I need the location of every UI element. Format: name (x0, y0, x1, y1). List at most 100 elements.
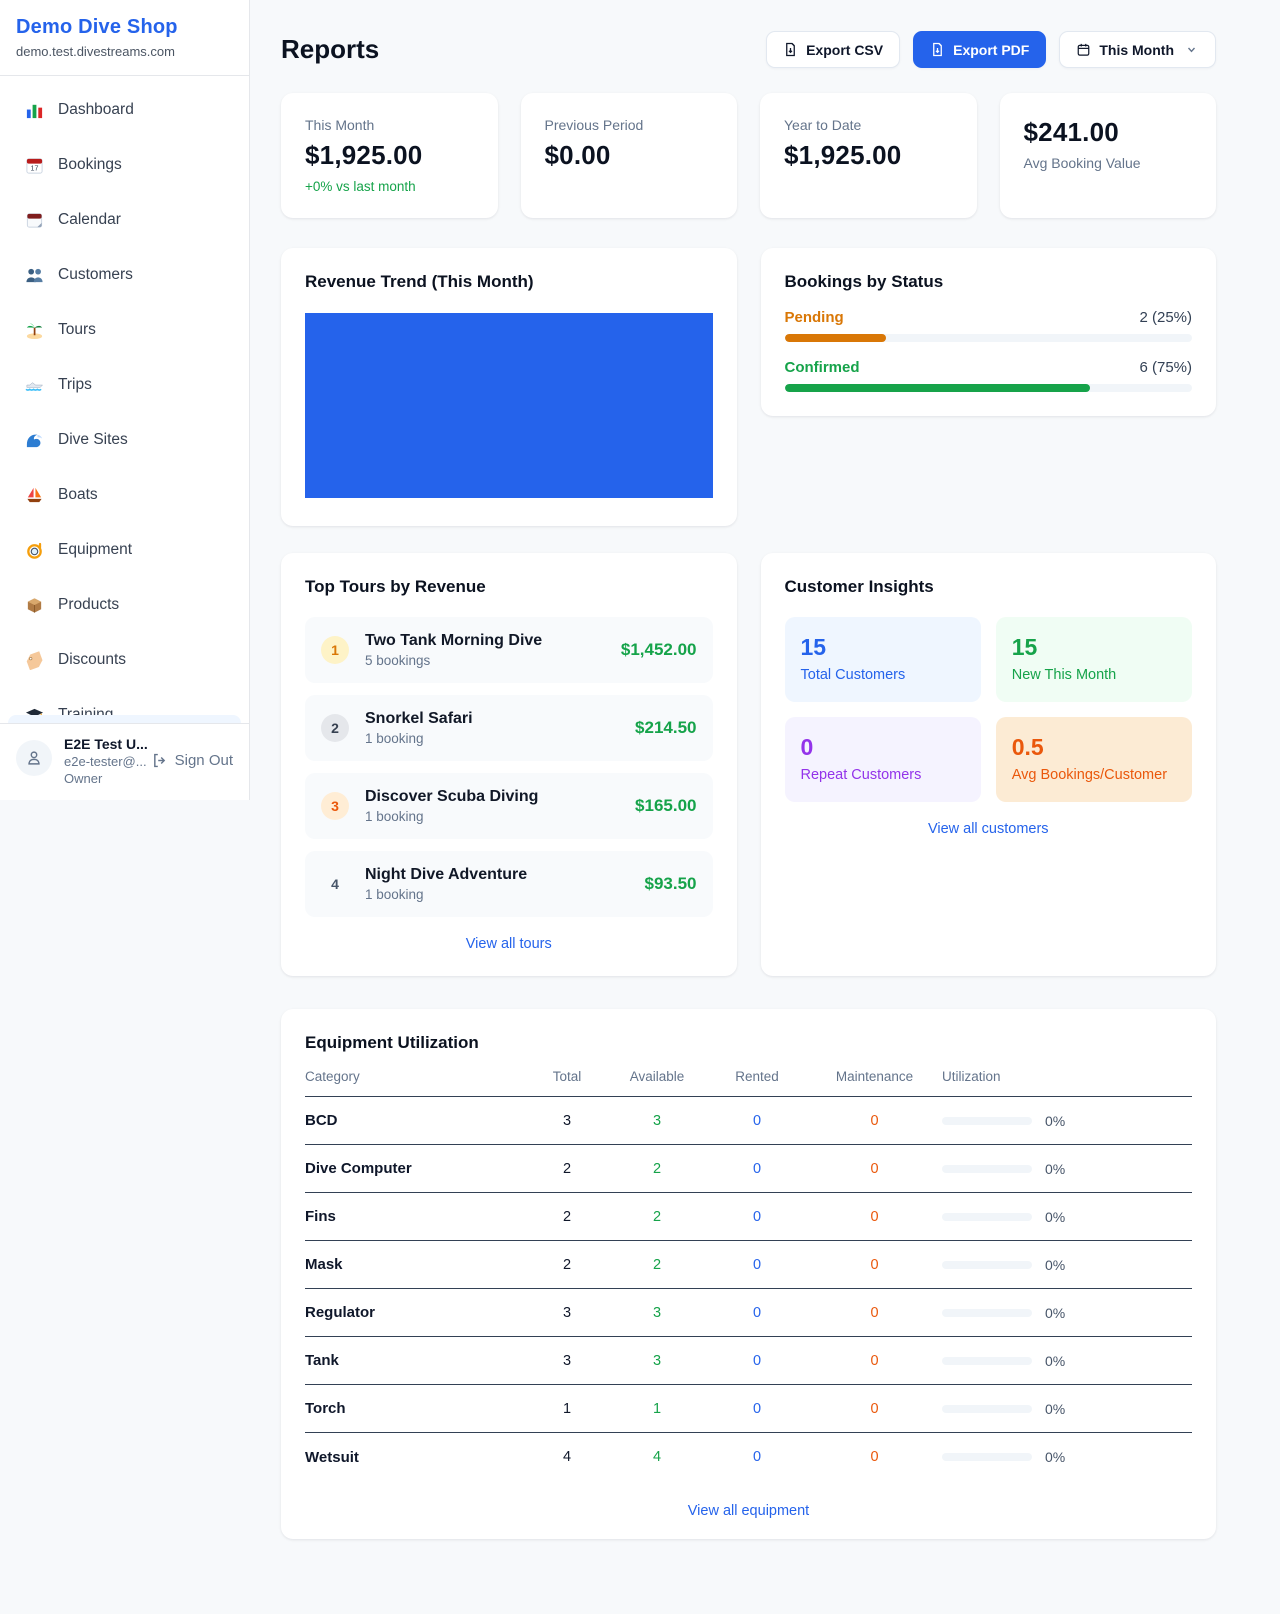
sidebar-item-calendar[interactable]: Calendar (8, 200, 241, 240)
stat-cards: This Month $1,925.00 +0% vs last month P… (281, 93, 1216, 218)
stat-value: $1,925.00 (305, 140, 423, 170)
tile-value: 0.5 (1011, 734, 1044, 760)
stat-value: $1,925.00 (784, 140, 902, 170)
tour-name: Snorkel Safari (365, 710, 473, 727)
table-row: Tank 3 3 0 0 0% (305, 1337, 1192, 1385)
column-rented: Rented (735, 1069, 779, 1084)
stat-label: This Month (305, 117, 375, 133)
sign-out-icon (153, 753, 165, 768)
island-icon (24, 320, 44, 340)
calendar-icon (1077, 43, 1090, 56)
utilization-bar (942, 1404, 1032, 1413)
utilization-bar (942, 1116, 1032, 1125)
sidebar-nav: Dashboard 17 Bookings Calendar Customers… (0, 76, 249, 723)
view-all-tours-link[interactable]: View all tours (465, 936, 552, 952)
utilization-bar (942, 1212, 1032, 1221)
sidebar-item-label: Trips (58, 376, 92, 393)
revenue-trend-chart (305, 313, 713, 498)
stat-delta: +0% vs last month (305, 179, 416, 194)
bookings-by-status-title: Bookings by Status (784, 272, 944, 291)
tour-bookings: 1 booking (365, 731, 424, 746)
tag-icon (24, 650, 44, 670)
utilization-bar (942, 1356, 1032, 1365)
equipment-title: Equipment Utilization (305, 1033, 479, 1052)
shop-header: Demo Dive Shop demo.test.divestreams.com (0, 0, 249, 76)
revenue-trend-title: Revenue Trend (This Month) (305, 272, 534, 291)
period-label: This Month (1099, 41, 1174, 58)
tour-name: Discover Scuba Diving (365, 788, 539, 805)
view-all-customers-link[interactable]: View all customers (927, 821, 1049, 837)
tour-revenue: $165.00 (635, 796, 697, 815)
stat-label: Previous Period (544, 117, 644, 133)
sidebar-item-label: Tours (58, 321, 96, 338)
page-title: Reports (281, 34, 380, 64)
period-selector[interactable]: This Month (1059, 31, 1216, 68)
table-row: Wetsuit 4 4 0 0 0% (305, 1448, 1066, 1466)
sidebar-item-equipment[interactable]: Equipment (8, 530, 241, 570)
sidebar-item-dashboard[interactable]: Dashboard (8, 90, 241, 130)
stat-card-year-to-date: Year to Date $1,925.00 (760, 93, 977, 218)
customer-insights-title: Customer Insights (784, 577, 934, 596)
stat-card-avg-booking: $241.00 Avg Booking Value (999, 93, 1216, 218)
sidebar-item-label: Customers (58, 266, 133, 283)
tile-value: 15 (1011, 634, 1038, 660)
view-all-equipment-link[interactable]: View all equipment (687, 1503, 810, 1519)
tour-name: Two Tank Morning Dive (365, 632, 543, 649)
list-item: 2 Snorkel Safari 1 booking $214.50 (305, 695, 713, 761)
status-count: 2 (25%) (1139, 309, 1192, 326)
tear-calendar-icon (24, 210, 44, 230)
export-csv-label: Export CSV (806, 41, 884, 58)
column-total: Total (552, 1069, 582, 1084)
sidebar-item-trips[interactable]: Trips (8, 365, 241, 405)
sidebar-item-label: Calendar (58, 211, 121, 228)
export-pdf-button[interactable]: Export PDF (913, 31, 1047, 68)
stat-card-this-month: This Month $1,925.00 +0% vs last month (281, 93, 498, 218)
bookings-by-status-card: Bookings by Status Pending 2 (25%) Confi… (760, 248, 1216, 416)
column-maintenance: Maintenance (835, 1069, 914, 1084)
status-row-confirmed: Confirmed 6 (75%) (784, 359, 1192, 392)
sidebar-item-tours[interactable]: Tours (8, 310, 241, 350)
tile-avg-bookings: 0.5 Avg Bookings/Customer (995, 717, 1192, 802)
user-email: e2e-tester@... (64, 754, 147, 769)
shop-name: Demo Dive Shop (16, 16, 178, 38)
table-row: Mask 2 2 0 0 0% (305, 1241, 1192, 1289)
tour-name: Night Dive Adventure (365, 866, 528, 883)
tour-bookings: 5 bookings (365, 653, 431, 668)
sidebar-item-label: Dashboard (58, 101, 134, 118)
utilization-bar (942, 1453, 1032, 1461)
sidebar-item-bookings[interactable]: 17 Bookings (8, 145, 241, 185)
column-available: Available (629, 1069, 685, 1084)
rank-badge: 2 (321, 714, 349, 742)
equipment-utilization-card: Equipment Utilization Category Total Ava… (281, 1009, 1216, 1539)
sailboat-icon (24, 485, 44, 505)
status-progress-track (784, 334, 1192, 342)
sidebar-item-products[interactable]: Products (8, 585, 241, 625)
people-icon (24, 265, 44, 285)
sign-out-button[interactable]: Sign Out (151, 752, 233, 769)
export-csv-button[interactable]: Export CSV (766, 31, 901, 68)
tour-revenue: $93.50 (644, 874, 697, 893)
sidebar-item-customers[interactable]: Customers (8, 255, 241, 295)
active-nav-highlight (8, 715, 241, 723)
tour-revenue: $1,452.00 (620, 640, 697, 659)
sidebar-item-label: Products (58, 596, 120, 613)
rank-badge: 1 (321, 636, 349, 664)
tile-label: Avg Bookings/Customer (1011, 767, 1168, 783)
wave-icon (24, 430, 44, 450)
sidebar-item-dive-sites[interactable]: Dive Sites (8, 420, 241, 460)
svg-text:17: 17 (30, 164, 38, 172)
sidebar-item-label: Bookings (58, 156, 122, 173)
calendar-date-icon: 17 (24, 155, 44, 175)
sidebar-item-boats[interactable]: Boats (8, 475, 241, 515)
revenue-trend-card: Revenue Trend (This Month) (281, 248, 737, 526)
utilization-bar (942, 1308, 1032, 1317)
bar-chart-icon (24, 100, 44, 120)
sidebar-item-discounts[interactable]: Discounts (8, 640, 241, 680)
tile-repeat-customers: 0 Repeat Customers (784, 717, 981, 802)
column-category: Category (305, 1069, 360, 1084)
export-pdf-label: Export PDF (953, 41, 1030, 58)
tour-bookings: 1 booking (365, 887, 424, 902)
tile-total-customers: 15 Total Customers (784, 617, 981, 702)
file-download-icon (933, 42, 942, 57)
user-meta: E2E Test U... e2e-tester@... Owner (64, 736, 148, 786)
